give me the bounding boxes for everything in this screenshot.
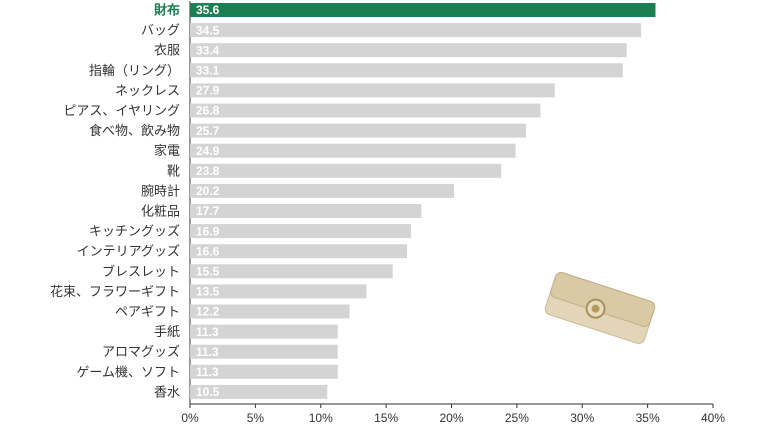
bar [190,364,338,379]
value-label: 20.2 [196,184,220,198]
bar [190,163,502,178]
bar [190,183,455,198]
category-label: バッグ [141,24,180,39]
bar [190,83,555,98]
category-label: 食べ物、飲み物 [89,123,180,139]
value-label: 23.8 [196,164,220,178]
category-label: ピアス、イヤリング [63,104,180,119]
category-label: 化粧品 [141,205,180,220]
value-label: 16.6 [196,244,220,258]
category-label: アロマグッズ [102,344,180,360]
bar [190,324,338,339]
category-label: 靴 [167,164,180,179]
value-label: 27.9 [196,84,220,98]
x-tick-label: 30% [570,411,594,425]
bar [190,304,350,319]
bar [190,384,328,399]
category-label: 腕時計 [141,183,180,199]
value-label: 12.2 [196,305,220,319]
value-label: 17.7 [196,204,220,218]
category-label: ネックレス [115,84,180,99]
value-label: 24.9 [196,144,220,158]
value-label: 33.4 [196,43,220,57]
category-label: 財布 [153,3,180,19]
bar [190,63,623,78]
value-label: 11.3 [196,325,219,339]
value-label: 25.7 [196,124,220,138]
value-label: 15.5 [196,264,220,278]
value-label: 11.3 [196,365,219,379]
category-label: キッチングッズ [89,224,180,240]
x-tick-label: 0% [181,411,199,425]
bar [190,43,627,58]
x-tick-label: 5% [247,411,265,425]
x-tick-label: 20% [439,411,463,425]
category-label: ゲーム機、ソフト [76,365,180,380]
value-label: 35.6 [196,3,220,17]
category-label: 指輪（リング） [89,63,180,79]
bar [190,103,541,118]
category-label: インテリアグッズ [77,244,180,260]
category-label: ブレスレット [102,264,180,280]
bar [190,264,393,279]
bar [190,344,338,359]
x-tick-label: 10% [309,411,333,425]
value-label: 26.8 [196,104,220,118]
bar [190,23,642,38]
category-label: 花束、フラワーギフト [50,284,180,300]
value-label: 11.3 [196,345,219,359]
bar [190,123,527,138]
value-label: 33.1 [196,63,220,77]
x-tick-label: 40% [701,411,725,425]
value-label: 16.9 [196,224,220,238]
bar [190,224,411,239]
bar [190,244,408,259]
value-label: 34.5 [196,23,220,37]
bar [190,284,367,299]
category-label: 香水 [154,385,180,400]
x-tick-label: 15% [374,411,398,425]
category-label: ペアギフト [115,305,180,320]
x-tick-label: 25% [505,411,529,425]
value-label: 13.5 [196,285,220,299]
wallet-image [544,272,656,344]
category-label: 手紙 [154,325,180,340]
bar [190,204,422,218]
category-label: 衣服 [154,43,180,59]
x-tick-label: 35% [636,411,660,425]
value-label: 10.5 [196,385,220,399]
category-label: 家電 [154,143,180,159]
bar [190,3,656,17]
bar [190,143,516,158]
